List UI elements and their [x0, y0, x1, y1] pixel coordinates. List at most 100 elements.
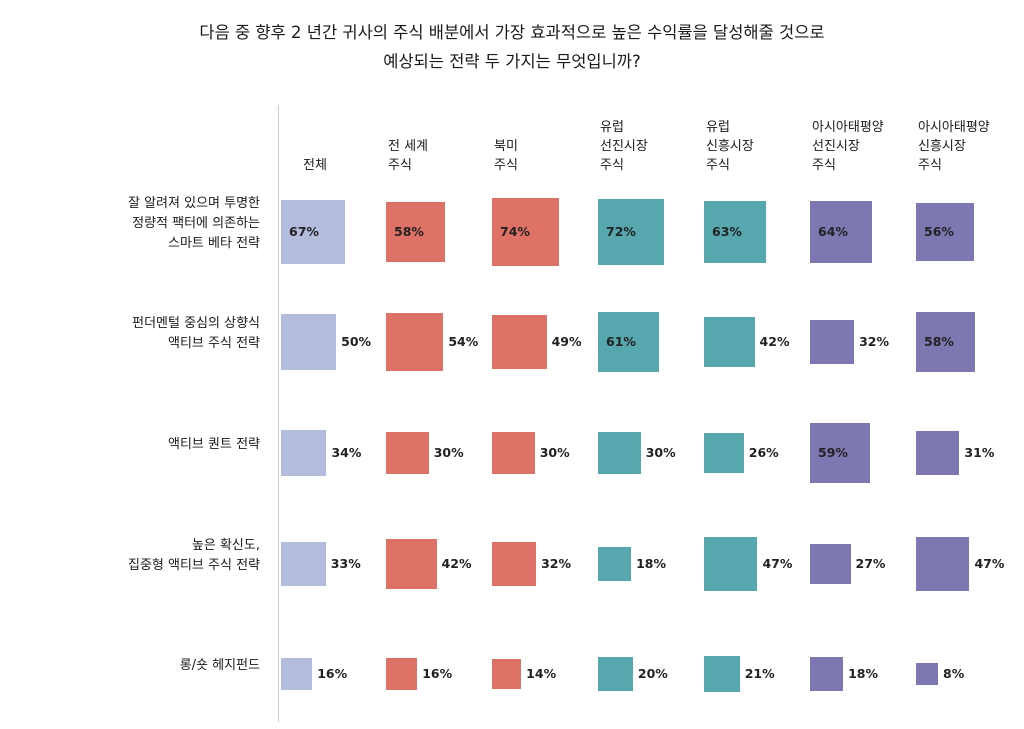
bar-r1-c2	[386, 202, 446, 262]
left-axis-line	[278, 105, 279, 722]
value-label-r4-c6: 27%	[855, 556, 886, 571]
value-label-r1-c3: 74%	[500, 224, 530, 239]
column-header-text: 신흥시장	[918, 139, 966, 154]
bar-r2-c1	[281, 314, 337, 370]
bar-r2-c6	[810, 319, 855, 365]
column-header-1: 전체	[303, 156, 327, 175]
chart-title: 다음 중 향후 2 년간 귀사의 주식 배분에서 가장 효과적으로 높은 수익률…	[0, 18, 1024, 76]
value-label-r5-c2: 16%	[422, 666, 453, 681]
value-label-r4-c2: 42%	[441, 556, 472, 571]
column-header-text: 주식	[388, 158, 412, 173]
value-label-r3-c3: 30%	[539, 445, 570, 460]
value-label-r4-c4: 18%	[636, 556, 666, 571]
value-label-r1-c2: 58%	[394, 224, 424, 239]
value-label-r4-c7: 47%	[974, 556, 1005, 571]
bar-r4-c4	[598, 547, 632, 581]
bar-r3-c6	[810, 423, 870, 483]
value-label-r2-c6: 32%	[859, 334, 890, 349]
column-header-text: 주식	[812, 158, 836, 173]
bar-r5-c7	[916, 662, 939, 686]
value-label-r1-c7: 56%	[924, 224, 954, 239]
column-header-text: 주식	[918, 158, 942, 173]
column-header-text: 선진시장	[812, 139, 860, 154]
bar-r5-c6	[810, 657, 844, 691]
bar-r4-c6	[810, 543, 851, 585]
bar-r1-c5	[704, 201, 766, 263]
column-header-text: 전 세계	[388, 139, 429, 154]
value-label-r2-c4: 61%	[606, 334, 636, 349]
row-label-text: 집중형 액티브 주식 전략	[128, 558, 260, 573]
value-label-r1-c1: 67%	[289, 224, 319, 239]
column-header-text: 주식	[706, 158, 730, 173]
value-label-r2-c7: 58%	[924, 334, 954, 349]
bar-r5-c5	[704, 656, 740, 692]
column-header-text: 전체	[303, 158, 327, 173]
column-header-text: 아시아태평양	[812, 120, 884, 135]
value-label-r3-c7: 31%	[964, 445, 995, 460]
value-label-r5-c1: 16%	[317, 666, 348, 681]
row-label-4: 높은 확신도, 집중형 액티브 주식 전략	[128, 536, 260, 576]
value-label-r3-c4: 30%	[645, 445, 676, 460]
bar-r4-c7	[916, 537, 970, 591]
value-label-r4-c3: 32%	[541, 556, 572, 571]
value-label-r5-c7: 8%	[943, 666, 965, 681]
chart-title-line-1: 다음 중 향후 2 년간 귀사의 주식 배분에서 가장 효과적으로 높은 수익률…	[199, 23, 825, 42]
bar-r1-c4	[598, 198, 665, 266]
value-label-r5-c3: 14%	[526, 666, 557, 681]
row-label-3: 액티브 퀀트 전략	[168, 435, 260, 455]
value-label-r5-c5: 21%	[744, 666, 775, 681]
row-label-5: 롱/숏 헤지펀드	[180, 656, 260, 676]
column-header-text: 신흥시장	[706, 139, 754, 154]
value-label-r5-c6: 18%	[848, 666, 878, 681]
value-label-r1-c5: 63%	[712, 224, 742, 239]
row-label-text: 정량적 팩터에 의존하는	[132, 216, 260, 231]
row-label-text: 높은 확신도,	[191, 538, 260, 553]
value-label-r4-c1: 33%	[330, 556, 361, 571]
column-header-text: 북미	[494, 139, 518, 154]
bar-r3-c1	[281, 430, 327, 476]
value-label-r2-c3: 49%	[551, 334, 582, 349]
chart-title-line-2: 예상되는 전략 두 가지는 무엇입니까?	[383, 52, 641, 71]
bar-r2-c2	[386, 313, 444, 371]
value-label-r3-c6: 59%	[818, 445, 848, 460]
bar-r4-c5	[704, 537, 758, 591]
bar-r1-c7	[916, 202, 975, 262]
bar-r1-c1	[281, 200, 345, 264]
bar-r5-c2	[386, 658, 418, 690]
bar-r5-c1	[281, 658, 313, 690]
bar-r2-c4	[598, 311, 659, 373]
row-label-text: 액티브 주식 전략	[168, 336, 260, 351]
row-label-text: 잘 알려져 있으며 투명한	[128, 196, 260, 211]
row-label-text: 롱/숏 헤지펀드	[179, 658, 260, 673]
row-label-text: 스마트 베타 전략	[168, 236, 260, 251]
value-label-r3-c5: 26%	[748, 445, 779, 460]
bar-r1-c3	[492, 198, 560, 266]
bar-r4-c1	[281, 541, 326, 587]
column-header-text: 주식	[494, 158, 518, 173]
bar-r4-c2	[386, 538, 437, 590]
column-header-text: 유럽	[706, 120, 730, 135]
column-header-text: 주식	[600, 158, 624, 173]
bar-r3-c5	[704, 433, 744, 473]
bar-r2-c5	[704, 316, 755, 368]
bar-r1-c6	[810, 200, 873, 264]
bar-r4-c3	[492, 541, 537, 587]
value-label-r3-c2: 30%	[433, 445, 464, 460]
column-header-text: 아시아태평양	[918, 120, 990, 135]
column-header-text: 선진시장	[600, 139, 648, 154]
value-label-r2-c5: 42%	[759, 334, 790, 349]
value-label-r1-c4: 72%	[606, 224, 636, 239]
bar-r2-c3	[492, 314, 547, 370]
bar-r3-c4	[598, 431, 641, 475]
row-label-text: 액티브 퀀트 전략	[168, 437, 260, 452]
column-header-text: 유럽	[600, 120, 624, 135]
value-label-r2-c1: 50%	[341, 334, 372, 349]
bar-r3-c3	[492, 431, 535, 475]
value-label-r2-c2: 54%	[448, 334, 479, 349]
